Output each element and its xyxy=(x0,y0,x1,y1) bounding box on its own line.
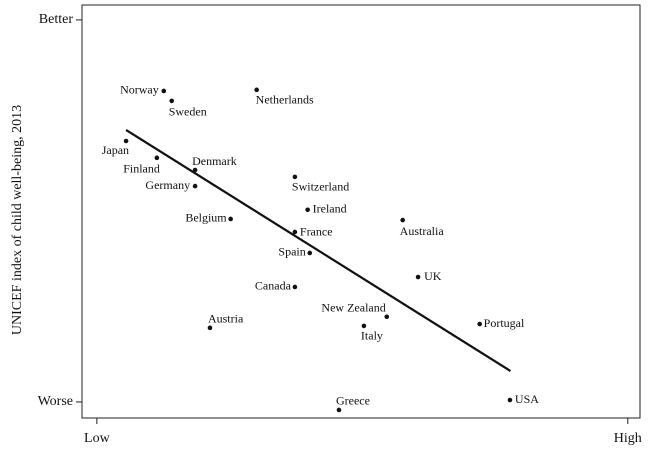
point xyxy=(361,323,367,329)
point xyxy=(292,284,298,290)
point xyxy=(154,155,160,161)
point-label: New Zealand xyxy=(321,301,385,315)
point xyxy=(305,207,310,213)
point xyxy=(192,167,198,173)
y-axis-label: UNICEF index of child well-being, 2013 xyxy=(10,105,25,335)
point-label: Belgium xyxy=(185,211,227,225)
point-label: Greece xyxy=(336,394,370,408)
point xyxy=(292,174,298,180)
point xyxy=(400,217,405,223)
point xyxy=(336,407,342,413)
point xyxy=(192,183,198,189)
point-label: Australia xyxy=(400,224,445,238)
x-tick-label: High xyxy=(614,431,642,446)
point-label: Ireland xyxy=(313,202,347,216)
point-label: France xyxy=(300,225,333,239)
plot-frame xyxy=(81,4,641,419)
point-label: Denmark xyxy=(192,154,237,168)
fit-line xyxy=(125,129,512,372)
point-label: USA xyxy=(515,392,539,406)
point-label: Italy xyxy=(361,329,383,343)
point xyxy=(228,216,233,222)
x-tick-label: Low xyxy=(84,431,111,446)
point-label: UK xyxy=(424,269,442,283)
point-label: Canada xyxy=(255,279,292,293)
point xyxy=(307,250,313,256)
point xyxy=(384,314,390,320)
point-label: Germany xyxy=(145,178,190,192)
point-label: Finland xyxy=(123,162,160,176)
point xyxy=(207,325,213,331)
point-label: Portugal xyxy=(484,316,525,330)
point-label: Sweden xyxy=(169,105,207,119)
point-label: Norway xyxy=(120,83,159,97)
point xyxy=(507,397,513,403)
point-label: Switzerland xyxy=(292,180,349,194)
point-label: Japan xyxy=(102,143,129,157)
point xyxy=(477,321,482,327)
point xyxy=(292,229,298,235)
point xyxy=(123,138,129,144)
point-label: Spain xyxy=(278,245,305,259)
y-tick-label: Worse xyxy=(38,394,73,409)
point xyxy=(415,274,421,280)
point-label: Austria xyxy=(208,312,244,326)
point xyxy=(254,87,259,93)
point-label: Netherlands xyxy=(256,93,314,107)
y-tick-label: Better xyxy=(39,12,74,27)
point xyxy=(161,88,167,94)
point xyxy=(169,98,175,104)
